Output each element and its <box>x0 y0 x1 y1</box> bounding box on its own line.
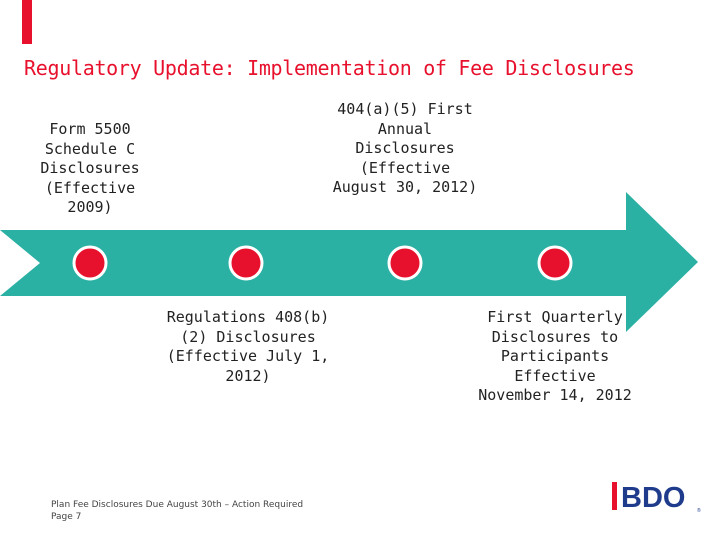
timeline-dot-1 <box>72 245 108 281</box>
milestone-408b2-regulations: Regulations 408(b)(2) Disclosures (Effec… <box>166 308 330 385</box>
timeline-arrow-diagram <box>0 192 698 332</box>
milestone-404a5-annual: 404(a)(5) First Annual Disclosures (Effe… <box>332 100 478 196</box>
logo-bar <box>612 482 617 510</box>
footer: Plan Fee Disclosures Due August 30th – A… <box>51 499 303 523</box>
timeline-dot-2 <box>228 245 264 281</box>
logo-registered-mark: ® <box>697 507 701 514</box>
milestone-first-quarterly: First Quarterly Disclosures to Participa… <box>478 308 632 404</box>
footer-page-number: Page 7 <box>51 512 82 522</box>
timeline-arrow <box>0 192 698 332</box>
logo-text: BDO <box>621 482 685 514</box>
footer-line-1: Plan Fee Disclosures Due August 30th – A… <box>51 500 304 510</box>
page-title: Regulatory Update: Implementation of Fee… <box>24 56 635 80</box>
bdo-logo: BDO ® <box>612 482 701 514</box>
timeline-dot-4 <box>537 245 573 281</box>
accent-bar <box>22 0 32 44</box>
timeline-dot-3 <box>387 245 423 281</box>
milestone-form-5500: Form 5500 Schedule C Disclosures (Effect… <box>40 120 140 216</box>
